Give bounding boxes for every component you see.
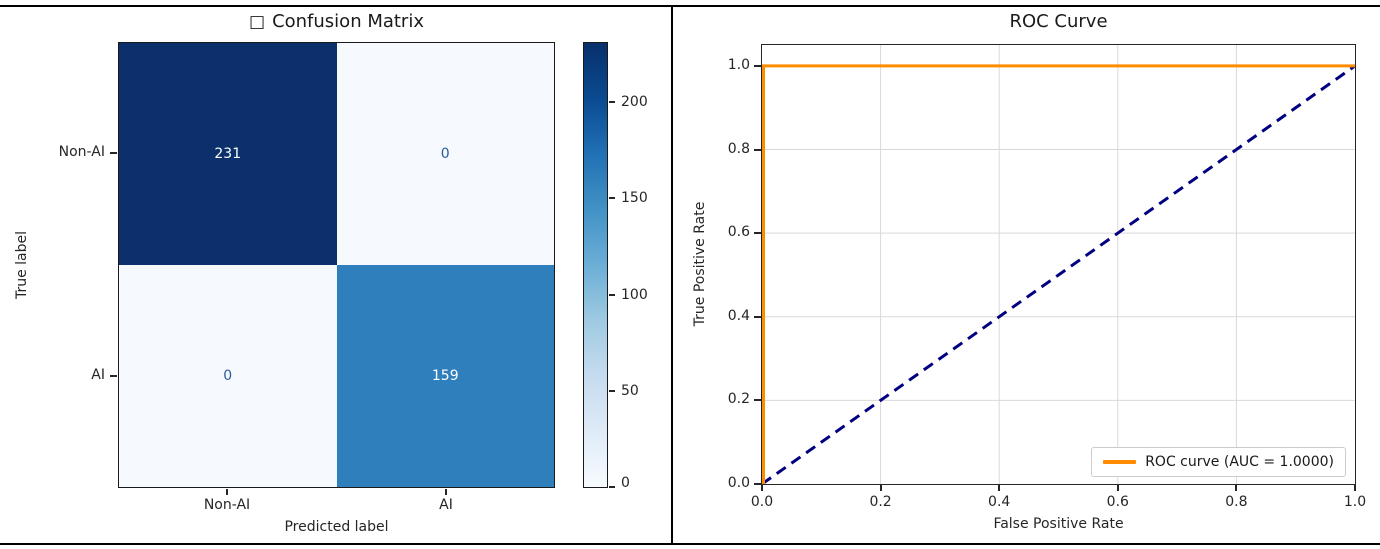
cm-ytick-mark-ai: [110, 375, 117, 377]
colorbar-tick-label: 50: [621, 383, 639, 400]
roc-xtick-mark: [1235, 485, 1238, 491]
roc-ytick-label: 1.0: [727, 56, 750, 73]
table-border-bottom: [0, 543, 1380, 545]
cm-ytick-label-nonai: Non-AI: [58, 144, 105, 160]
confusion-matrix-title: □ Confusion Matrix: [118, 11, 555, 32]
colorbar-tick-label: 100: [621, 286, 648, 303]
cm-ytick-label-ai: AI: [91, 367, 105, 383]
colorbar-tick-mark: [609, 293, 615, 296]
cm-xtick-label-ai: AI: [439, 497, 453, 513]
table-border-divider: [671, 5, 673, 545]
roc-ytick-mark: [754, 483, 761, 485]
roc-xtick-label: 0.4: [988, 494, 1011, 510]
colorbar-tick-mark: [609, 390, 615, 393]
colorbar-tick-label: 0: [621, 475, 630, 491]
cm-xtick-label-nonai: Non-AI: [203, 497, 251, 513]
confusion-matrix-heatmap: 231 0 0 159: [118, 42, 555, 488]
roc-chance-diagonal-line: [762, 64, 1355, 484]
roc-ytick-label: 0.8: [727, 140, 750, 157]
roc-ytick-mark: [754, 64, 761, 67]
roc-xtick-label: 1.0: [1343, 494, 1367, 510]
colorbar-tick-mark: [609, 486, 615, 488]
roc-ytick-label: 0.0: [727, 475, 750, 491]
roc-xtick-mark: [879, 485, 882, 491]
colorbar-tick-mark: [609, 197, 615, 200]
roc-ytick-label: 0.6: [727, 224, 750, 241]
roc-xtick-label: 0.8: [1225, 494, 1248, 510]
roc-xtick-mark: [1116, 485, 1119, 491]
roc-xlabel: False Positive Rate: [993, 516, 1124, 532]
colorbar-tick-label: 200: [621, 93, 648, 110]
roc-legend-line-swatch: [1103, 460, 1137, 464]
colorbar: 0 50 100 150 200: [583, 42, 703, 491]
missing-glyph-icon: □: [249, 12, 266, 32]
roc-xtick-mark: [998, 485, 1001, 491]
cm-xtick-mark-ai: [445, 489, 447, 495]
roc-xtick-label: 0.0: [750, 494, 774, 510]
colorbar-tick-label: 150: [621, 190, 648, 207]
roc-curve-line: [762, 64, 1355, 484]
cm-cell-ai-non-ai: 0: [119, 265, 337, 487]
roc-ytick-label: 0.4: [727, 307, 750, 324]
cm-ylabel: True label: [14, 230, 30, 300]
cm-ytick-mark-nonai: [110, 152, 117, 154]
roc-ytick-mark: [754, 399, 761, 402]
roc-ytick-mark: [754, 232, 761, 235]
roc-xtick-mark: [1354, 485, 1356, 491]
table-border-top: [0, 5, 1380, 7]
roc-ytick-mark: [754, 148, 761, 151]
confusion-matrix-title-text: Confusion Matrix: [272, 11, 424, 32]
cm-cell-non-ai-non-ai: 231: [119, 43, 337, 265]
colorbar-gradient: [583, 42, 608, 488]
colorbar-tick-mark: [609, 100, 615, 103]
roc-canvas: [762, 45, 1355, 484]
roc-title: ROC Curve: [1009, 11, 1108, 32]
roc-xtick-label: 0.2: [869, 494, 892, 510]
cm-cell-ai-ai: 159: [336, 265, 554, 487]
roc-plot-area: ROC curve (AUC = 1.0000): [761, 44, 1356, 485]
roc-ytick-label: 0.2: [727, 391, 750, 408]
roc-ylabel: True Positive Rate: [692, 201, 708, 327]
roc-legend: ROC curve (AUC = 1.0000): [1091, 447, 1346, 477]
cm-xlabel: Predicted label: [284, 519, 389, 535]
roc-legend-label: ROC curve (AUC = 1.0000): [1145, 454, 1334, 470]
roc-ytick-mark: [754, 315, 761, 318]
cm-xtick-mark-nonai: [226, 489, 228, 495]
roc-xtick-label: 0.6: [1106, 494, 1129, 510]
roc-xtick-mark: [761, 485, 763, 491]
cm-cell-non-ai-ai: 0: [336, 43, 554, 265]
